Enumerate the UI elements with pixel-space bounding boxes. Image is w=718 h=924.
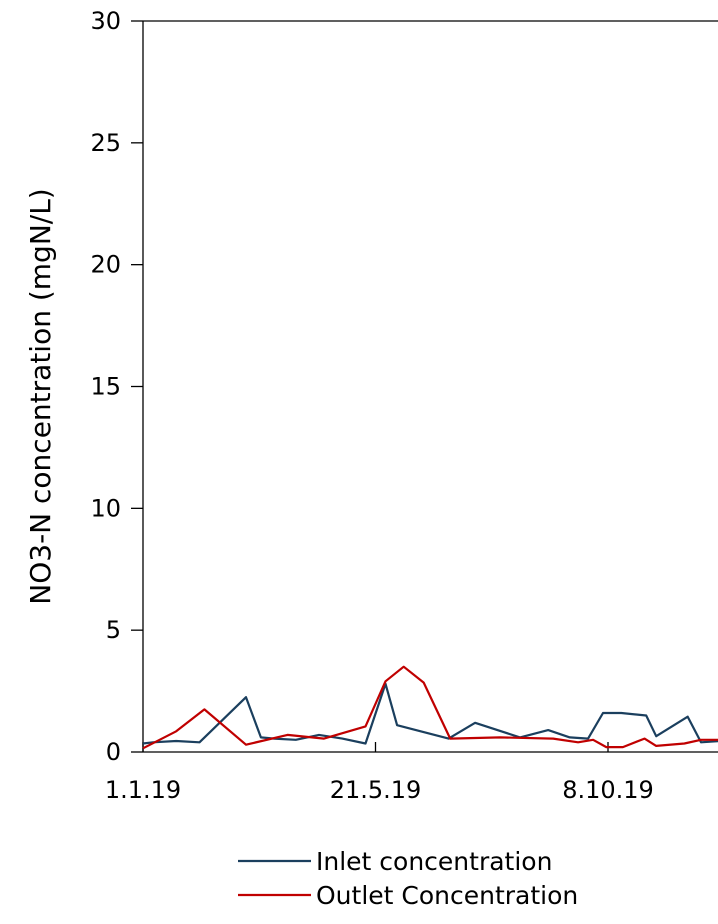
y-tick-label: 15 [90,373,121,401]
legend-label-2: Outlet Concentration [316,881,578,910]
y-axis-ticks: 0 5 10 15 20 25 30 [90,7,143,766]
x-tick-label: 1.1.19 [105,776,181,804]
y-tick-label: 0 [106,738,121,766]
x-axis-ticks: 1.1.19 21.5.19 8.10.19 [105,742,654,804]
x-tick-label: 8.10.19 [562,776,654,804]
series-line-1 [142,682,718,745]
y-tick-label: 20 [90,251,121,279]
axes [142,20,718,753]
legend: Inlet concentration Outlet Concentration [238,847,578,910]
y-tick-label: 5 [106,616,121,644]
series-lines [142,665,718,750]
y-tick-label: 30 [90,7,121,35]
y-axis-title: NO3-N concentration (mgN/L) [24,188,57,604]
y-tick-label: 10 [90,494,121,522]
legend-label-1: Inlet concentration [316,847,552,876]
y-tick-label: 25 [90,129,121,157]
series-line-2 [142,665,718,750]
x-tick-label: 21.5.19 [330,776,422,804]
